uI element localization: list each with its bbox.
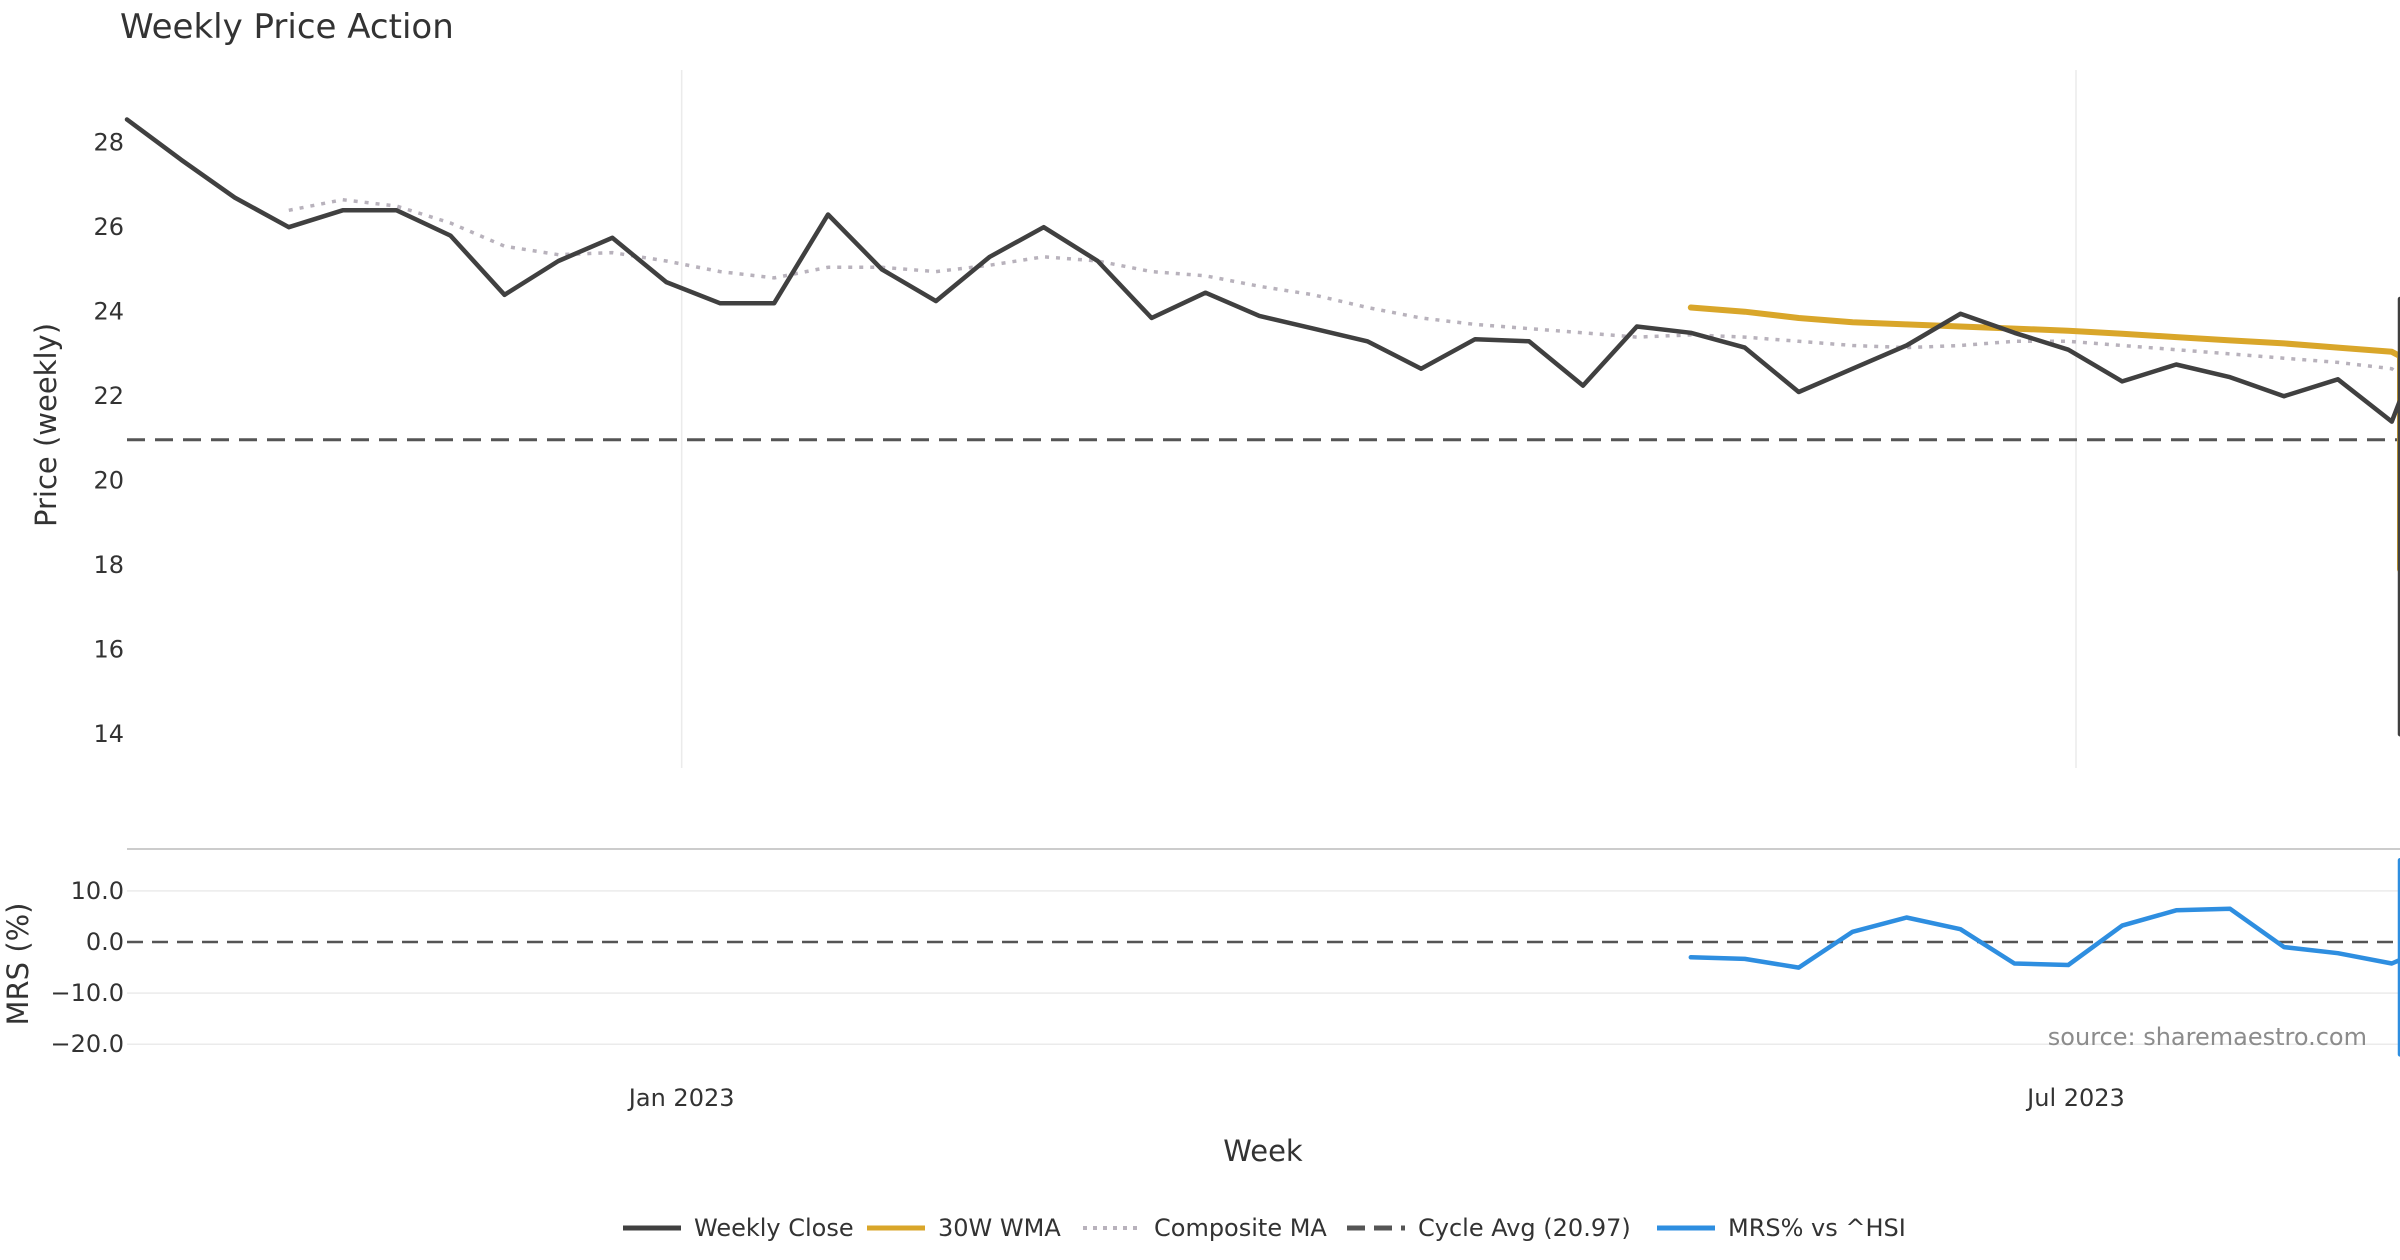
weekly-close-line	[124, 117, 2400, 737]
composite-ma-line	[288, 197, 2400, 578]
price-axis-title: Price (weekly)	[29, 323, 63, 527]
mrs-y-tick-label: −20.0	[50, 1030, 124, 1058]
legend-label: Weekly Close	[694, 1214, 854, 1242]
grid-layer	[127, 70, 2400, 1045]
price-y-tick-label: 18	[93, 551, 124, 579]
legend-label: MRS% vs ^HSI	[1728, 1214, 1906, 1242]
price-y-tick-label: 28	[93, 129, 124, 157]
price-y-tick-label: 26	[93, 213, 124, 241]
legend: Weekly Close 30W WMA Composite MA Cycle Avg…	[623, 1214, 1906, 1242]
legend-label: Cycle Avg (20.97)	[1418, 1214, 1631, 1242]
x-tick-label: Jul 2023	[2025, 1084, 2125, 1112]
reference-lines	[127, 438, 2400, 944]
price-y-tick-label: 22	[93, 382, 124, 410]
source-annotation: source: sharemaestro.com	[2048, 1023, 2367, 1051]
price-y-tick-label: 16	[93, 636, 124, 664]
x-tick-label: Jan 2023	[627, 1084, 735, 1112]
legend-label: 30W WMA	[938, 1214, 1061, 1242]
mrs-axis-title: MRS (%)	[1, 903, 35, 1026]
legend-label: Composite MA	[1154, 1214, 1327, 1242]
mrs-y-tick-label: 0.0	[86, 928, 124, 956]
price-y-tick-label: 20	[93, 467, 124, 495]
mrs-y-tick-label: −10.0	[50, 979, 124, 1007]
price-y-tick-label: 14	[93, 720, 124, 748]
series-layer	[124, 117, 2400, 1057]
mrs-y-tick-label: 10.0	[71, 877, 124, 905]
chart-title: Weekly Price Action	[120, 7, 454, 47]
x-axis-title: Week	[1223, 1134, 1303, 1168]
price-y-tick-label: 24	[93, 298, 124, 326]
